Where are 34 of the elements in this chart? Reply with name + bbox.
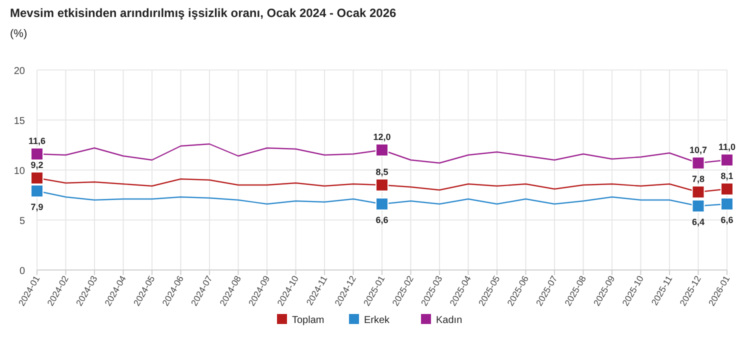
data-label: 10,7 — [689, 145, 708, 155]
y-tick-label: 5 — [19, 216, 26, 227]
point — [720, 154, 734, 166]
data-label: 6,6 — [376, 215, 388, 225]
data-label: 12,0 — [373, 132, 391, 142]
data-label: 7,8 — [692, 174, 705, 184]
point — [720, 182, 734, 196]
data-label: 6,4 — [692, 217, 705, 227]
point — [692, 156, 705, 170]
data-label: 8,5 — [376, 167, 388, 177]
y-tick-label: 20 — [14, 66, 26, 77]
data-label: 11,0 — [718, 142, 736, 152]
y-tick-label: 15 — [14, 116, 26, 127]
point — [692, 200, 705, 212]
point — [30, 148, 44, 160]
y-tick-label: 0 — [19, 266, 26, 277]
chart-subtitle: (%) — [10, 28, 28, 40]
point — [720, 198, 734, 210]
y-tick-label: 10 — [14, 166, 26, 177]
point — [30, 172, 44, 184]
data-label: 9,2 — [30, 160, 44, 170]
chart-title: Mevsim etkisinden arındırılmış işsizlik oranı, Ocak 2024 - Ocak 2026 — [10, 6, 397, 20]
point — [376, 198, 388, 210]
point — [376, 144, 388, 156]
point — [376, 178, 388, 192]
legend-label: Erkek — [364, 315, 391, 326]
data-label: 8,1 — [720, 171, 734, 181]
legend-label: Kadın — [436, 315, 462, 326]
point — [692, 186, 705, 198]
legend-label: Toplam — [292, 315, 324, 326]
point — [30, 184, 44, 198]
data-label: 7,9 — [30, 202, 44, 212]
data-label: 11,6 — [28, 136, 46, 146]
data-label: 6,6 — [720, 215, 734, 225]
